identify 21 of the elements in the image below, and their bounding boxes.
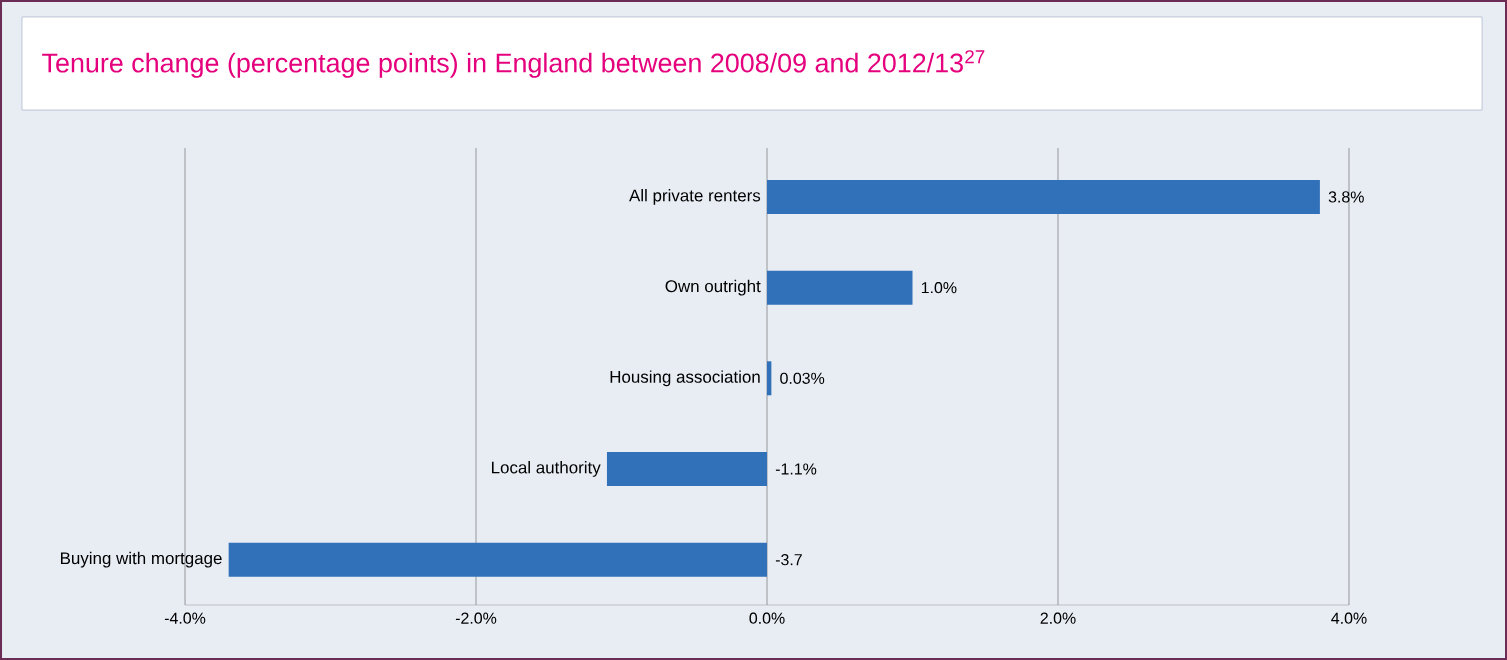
bar <box>606 451 767 486</box>
y-tick-label: Own outright <box>665 279 761 296</box>
bar <box>767 361 772 396</box>
bar <box>767 179 1320 214</box>
x-tick-label: -2.0% <box>455 612 497 624</box>
data-label: 1.0% <box>921 281 957 294</box>
bar <box>767 270 913 305</box>
bar <box>228 542 767 577</box>
y-tick-label: Housing association <box>610 370 760 387</box>
x-tick-label: 4.0% <box>1331 612 1367 624</box>
data-label: 0.03% <box>780 372 825 384</box>
x-tick-label: 0.0% <box>749 612 785 624</box>
x-tick-label: 2.0% <box>1040 612 1076 624</box>
y-tick-label: All private renters <box>629 189 761 205</box>
data-label: -3.7 <box>775 554 802 566</box>
x-tick-label: -4.0% <box>164 612 206 624</box>
y-tick-label: Buying with mortgage <box>60 551 222 568</box>
data-label: -1.1% <box>775 463 817 475</box>
chart-title: Tenure change (percentage points) in England between 2008/09 and 2012/13$^{27}$ <box>42 50 985 78</box>
data-label: 3.8% <box>1328 191 1364 203</box>
y-tick-label: Local authority <box>491 461 601 477</box>
